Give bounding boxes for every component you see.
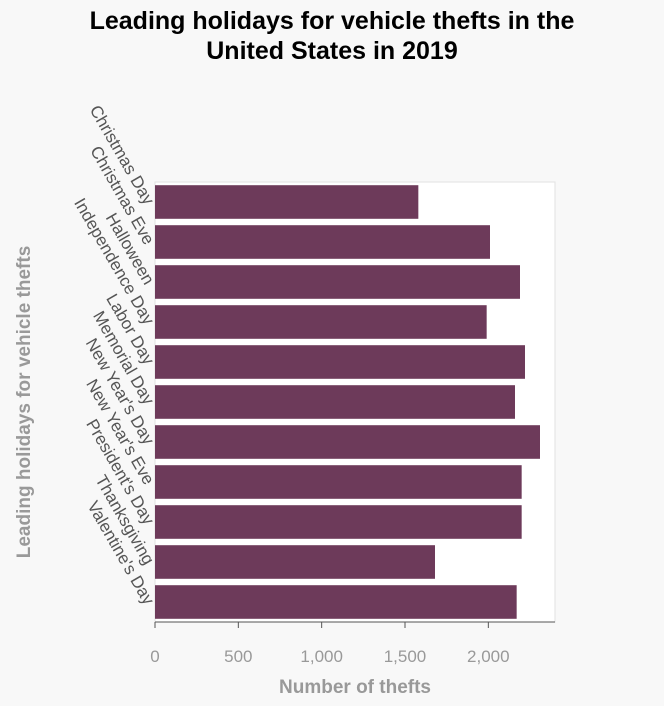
bar-3 <box>155 305 487 339</box>
y-axis-title: Leading holidays for vehicle thefts <box>14 246 35 559</box>
x-tick-label-0: 0 <box>150 647 159 666</box>
x-axis-title: Number of thefts <box>279 677 431 698</box>
bar-6 <box>155 425 540 459</box>
bar-4 <box>155 345 525 379</box>
x-tick-label-4: 2,000 <box>467 647 510 666</box>
bar-1 <box>155 225 490 259</box>
x-tick-label-3: 1,500 <box>384 647 427 666</box>
bar-5 <box>155 385 515 419</box>
bar-9 <box>155 545 435 579</box>
bar-8 <box>155 505 522 539</box>
bar-10 <box>155 585 517 619</box>
chart-title: Leading holidays for vehicle thefts in t… <box>0 6 664 66</box>
bar-0 <box>155 185 419 219</box>
chart-title-line-2: United States in 2019 <box>206 37 458 65</box>
x-tick-label-2: 1,000 <box>300 647 343 666</box>
chart-title-line-1: Leading holidays for vehicle thefts in t… <box>89 7 575 35</box>
x-tick-label-1: 500 <box>224 647 252 666</box>
bar-7 <box>155 465 522 499</box>
bar-2 <box>155 265 520 299</box>
